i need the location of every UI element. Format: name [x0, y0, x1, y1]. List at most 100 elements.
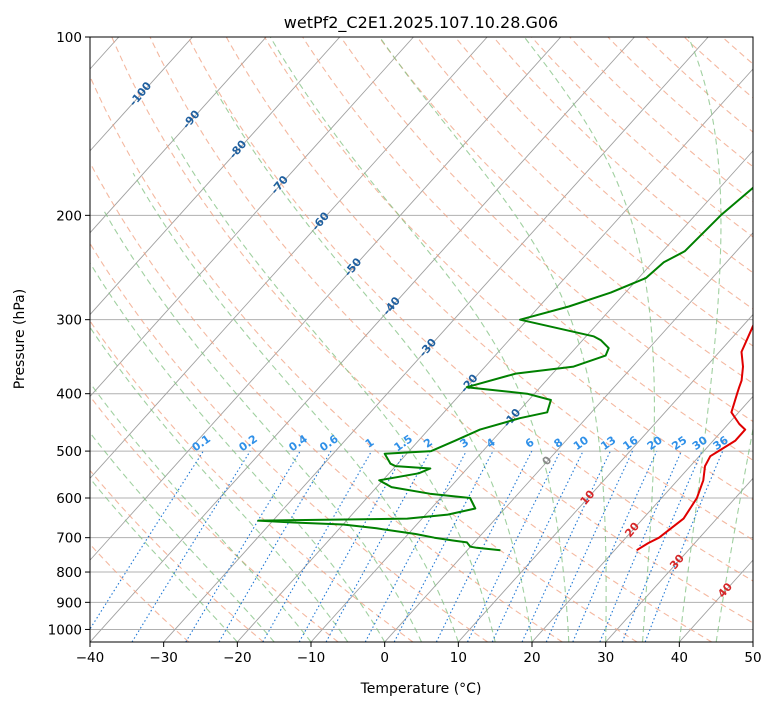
- y-tick-label: 500: [56, 444, 82, 460]
- isotherm-line: [678, 559, 753, 642]
- dry-adiabat-line: [378, 37, 753, 385]
- dry-adiabat-line: [225, 37, 753, 541]
- isotherm-line: [236, 68, 753, 642]
- y-tick-label: 100: [56, 30, 82, 46]
- moist-adiabat-line: [379, 37, 607, 642]
- y-tick-label: 400: [56, 387, 82, 403]
- dry-adiabat-line: [454, 37, 753, 310]
- isotherm-line: [163, 37, 709, 642]
- x-axis-label: Temperature (°C): [360, 681, 482, 697]
- dry-adiabat-line: [683, 37, 753, 99]
- x-tick-label: −30: [149, 650, 178, 666]
- dry-adiabat-line: [90, 469, 264, 642]
- isotherm-line: [605, 477, 753, 642]
- dry-adiabat-line: [761, 37, 775, 642]
- y-axis-label: Pressure (hPa): [12, 289, 28, 389]
- moist-adiabat-line: [132, 172, 459, 642]
- x-tick-label: −40: [76, 650, 105, 666]
- mixing-ratio-line: [572, 450, 658, 642]
- x-tick-label: 30: [597, 650, 614, 666]
- y-tick-label: 1000: [48, 622, 82, 638]
- mixing-ratio-label: 4: [484, 436, 498, 451]
- y-tick-label: 200: [56, 208, 82, 224]
- mixing-ratio-label: 13: [598, 434, 618, 453]
- isotherm-line: [384, 232, 753, 642]
- y-tick-label: 600: [56, 491, 82, 507]
- dry-adiabat-line: [264, 37, 753, 501]
- dry-adiabat-line: [492, 37, 753, 274]
- axes: −40 −30 −20 −10 0 10 20 30 40 50 1000 900 800 700 600 5…: [48, 30, 762, 666]
- isotherm-line: [90, 37, 562, 561]
- mixing-ratio-line: [364, 450, 467, 642]
- dry-adiabat-line: [90, 543, 190, 642]
- moist-adiabat-line: [523, 37, 655, 642]
- mixing-ratio-line: [90, 450, 204, 631]
- dry-adiabat-line: [607, 37, 753, 168]
- mixing-ratio-line: [545, 450, 633, 642]
- mixing-ratio-label: 1: [363, 436, 377, 451]
- dry-adiabat-line: [90, 319, 414, 642]
- mixing-ratio-line: [621, 450, 703, 642]
- mixing-ratio-label: 16: [621, 433, 641, 453]
- x-tick-label: 50: [744, 650, 761, 666]
- x-tick-label: 10: [450, 650, 467, 666]
- isotherm-line: [457, 313, 753, 642]
- x-tick-label: 20: [523, 650, 540, 666]
- moist-adiabat-line: [715, 426, 753, 642]
- moist-adiabat-line: [214, 89, 533, 642]
- y-tick-label: 800: [56, 565, 82, 581]
- isotherm-line: [752, 641, 753, 642]
- plot-area: 0.1 0.2 0.4 0.6 1 1.5 2 3 4 6 8 10 13 16 20 25 30 36-100-…: [90, 37, 775, 642]
- moist-adiabat-line: [678, 37, 722, 642]
- x-tick-label: −10: [297, 650, 326, 666]
- mixing-ratio-label: 2: [421, 436, 435, 451]
- mixing-ratio-line: [185, 450, 301, 642]
- dry-adiabat-line: [531, 37, 753, 238]
- x-tick-label: 0: [380, 650, 389, 666]
- mixing-ratio-line: [599, 450, 682, 642]
- moist-adiabat-line: [90, 477, 238, 642]
- dry-adiabat-line: [645, 37, 753, 133]
- mixing-ratio-line: [491, 450, 584, 642]
- chart-title: wetPf2_C2E1.2025.107.10.28.G06: [284, 13, 558, 33]
- mixing-ratio-label: 25: [669, 434, 689, 453]
- mixing-ratio-label: 20: [645, 433, 665, 453]
- dry-adiabat-line: [187, 37, 753, 582]
- isotherm-line: [310, 150, 753, 642]
- mixing-ratio-label: 30: [690, 433, 710, 453]
- mixing-ratio-line: [325, 450, 431, 642]
- dry-adiabat-line: [90, 242, 488, 642]
- mixing-ratio-label: 10: [571, 433, 591, 453]
- dry-adiabat-line: [149, 37, 753, 624]
- mixing-ratio-line: [262, 450, 373, 642]
- moist-adiabat-line: [90, 262, 386, 642]
- isotherm-line: [90, 37, 635, 642]
- y-tick-label: 900: [56, 595, 82, 611]
- moist-adiabat-line: [269, 37, 570, 642]
- x-tick-label: 40: [671, 650, 688, 666]
- mixing-ratio-line: [435, 450, 533, 642]
- dry-adiabat-line: [416, 37, 753, 347]
- y-tick-label: 300: [56, 313, 82, 329]
- isotherm-line: [90, 37, 193, 152]
- x-tick-label: −20: [223, 650, 252, 666]
- mixing-ratio-line: [298, 450, 406, 642]
- isotherm-line: [90, 37, 267, 234]
- mixing-ratio-line: [644, 450, 724, 642]
- isotherm-line: [90, 37, 488, 480]
- isotherm-line: [90, 37, 341, 316]
- y-tick-label: 700: [56, 531, 82, 547]
- mixing-ratio-line: [131, 450, 251, 642]
- isotherm-line: [531, 395, 753, 642]
- moist-adiabat-line: [90, 382, 312, 642]
- dry-adiabat-line: [340, 37, 753, 423]
- temperature-profile-line: [636, 323, 753, 552]
- moist-adiabat-line: [103, 210, 422, 642]
- plot-frame: [89, 36, 754, 643]
- moist-adiabat-line: [90, 326, 349, 642]
- dry-adiabat-line: [90, 395, 339, 642]
- mixing-ratio-label: 6: [523, 436, 537, 451]
- isotherm-line: [90, 37, 414, 398]
- dry-adiabat-line: [90, 75, 638, 642]
